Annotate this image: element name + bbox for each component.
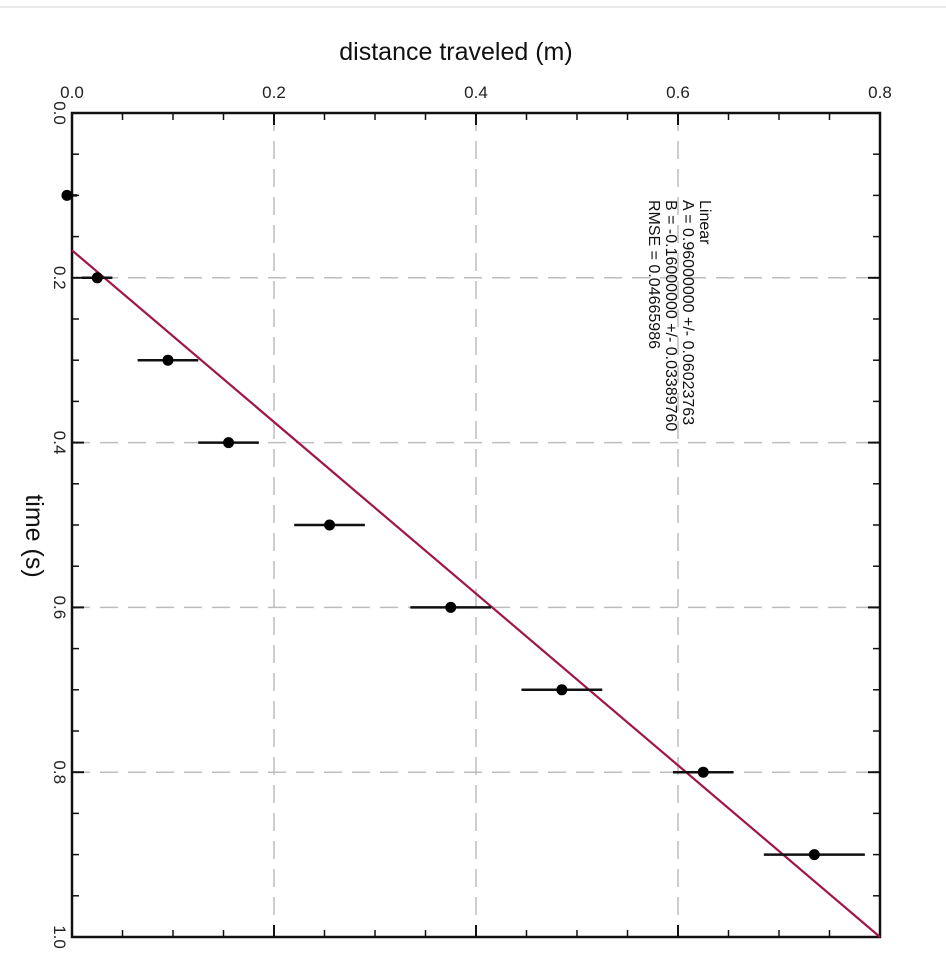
x-tick-label: 0.2 [262, 83, 286, 102]
y-tick-label: 0.2 [50, 266, 69, 290]
data-point [61, 189, 73, 201]
grid [72, 113, 880, 937]
annotation-line-3: B = -0.16000000 +/- 0.03389760 [662, 200, 679, 431]
fit-line [71, 249, 881, 938]
data-point [697, 766, 709, 778]
x-tick-label: 0.6 [666, 83, 690, 102]
data-point [91, 272, 103, 284]
x-axis-title: distance traveled (m) [339, 38, 572, 66]
data-point [445, 601, 457, 613]
x-tick-labels: 0.0 0.2 0.4 0.6 0.8 [60, 83, 892, 102]
y-tick-label: 0.4 [50, 431, 69, 455]
y-tick-label: 0.8 [50, 760, 69, 784]
data-point [223, 437, 235, 449]
data-points [61, 189, 865, 861]
fit-annotation: Linear A = 0.96000000 +/- 0.06023763 B =… [645, 200, 713, 431]
x-tick-label: 0.4 [464, 83, 488, 102]
annotation-line-1: Linear [696, 200, 713, 245]
y-tick-label: 0.6 [50, 596, 69, 620]
y-tick-labels: 0.0 0.2 0.4 0.6 0.8 1.0 [50, 101, 69, 949]
x-tick-label: 0.8 [868, 83, 892, 102]
fit-layer [71, 249, 881, 938]
y-tick-label: 1.0 [50, 925, 69, 949]
y-axis-title: time (s) [20, 494, 48, 577]
data-point [556, 684, 568, 696]
annotation-line-4: RMSE = 0.04665986 [645, 200, 662, 349]
data-point [162, 354, 174, 366]
y-tick-label: 0.0 [50, 101, 69, 125]
plot-frame [70, 111, 882, 939]
annotation-line-2: A = 0.96000000 +/- 0.06023763 [679, 200, 696, 425]
x-tick-label: 0.0 [60, 83, 84, 102]
data-point [808, 849, 820, 861]
data-point [324, 519, 336, 531]
